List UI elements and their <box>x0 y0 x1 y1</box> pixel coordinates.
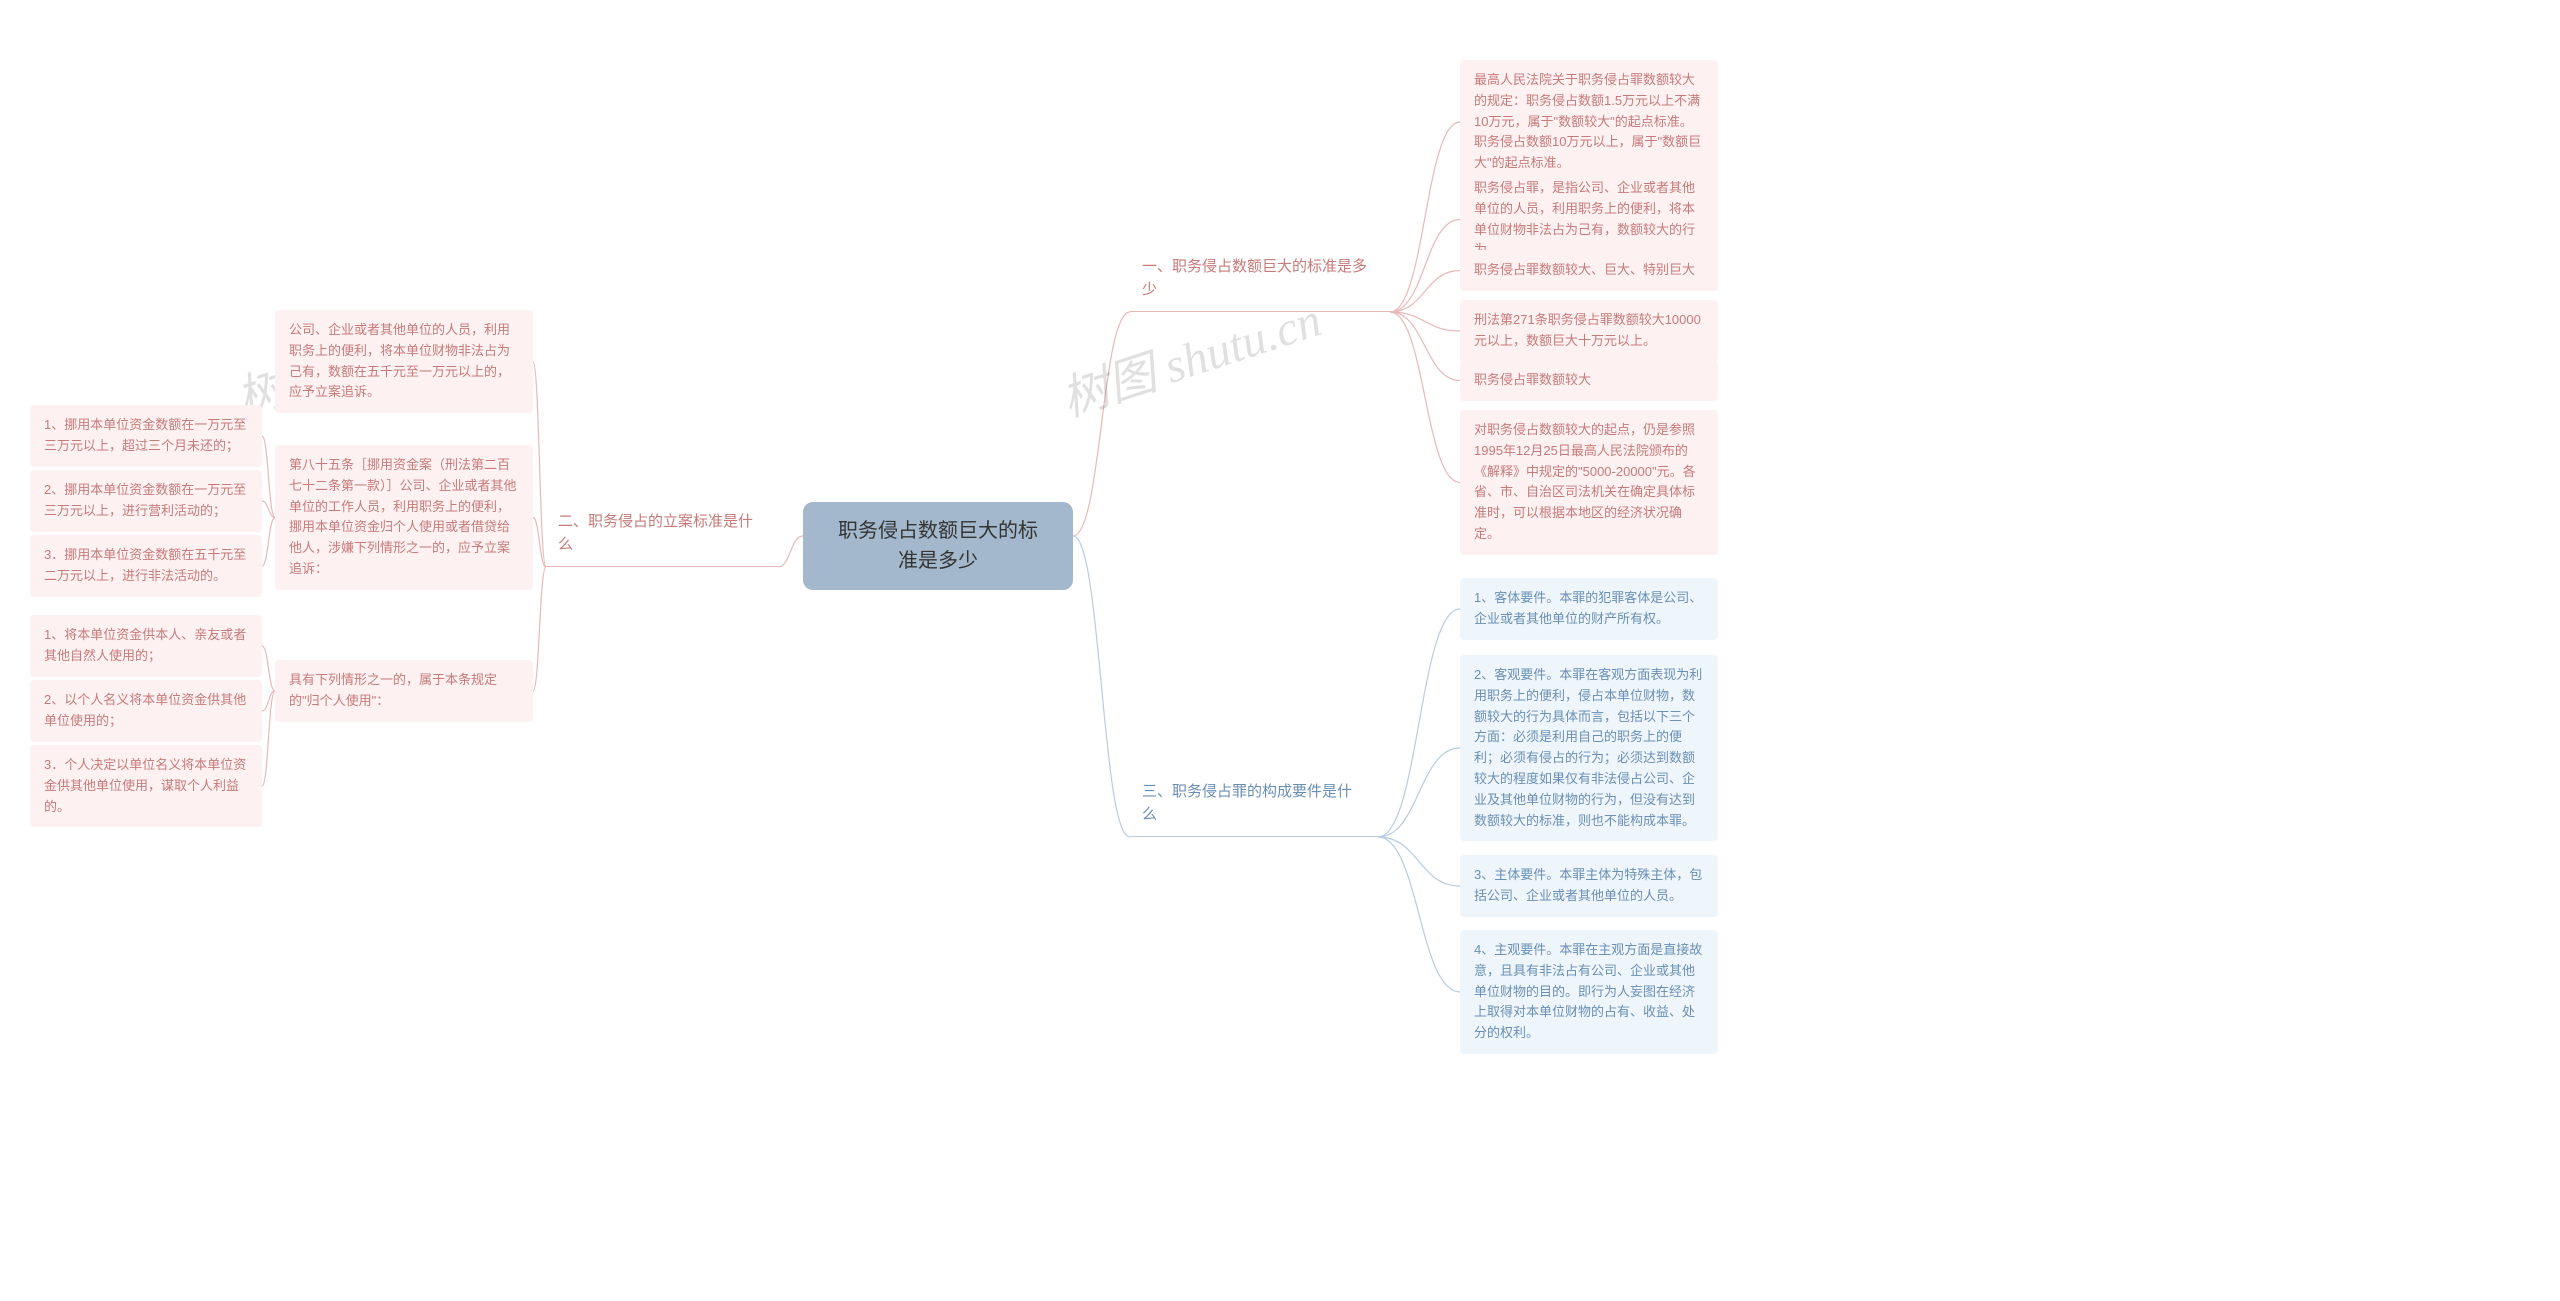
leaf-b3-2: 3、主体要件。本罪主体为特殊主体，包括公司、企业或者其他单位的人员。 <box>1460 855 1718 917</box>
subleaf-b2-1-2: 3．挪用本单位资金数额在五千元至二万元以上，进行非法活动的。 <box>30 535 262 597</box>
subleaf-b2-2-1: 2、以个人名义将本单位资金供其他单位使用的； <box>30 680 262 742</box>
subleaf-b2-2-0: 1、将本单位资金供本人、亲友或者其他自然人使用的； <box>30 615 262 677</box>
branch-b2: 二、职务侵占的立案标准是什么 <box>546 505 778 567</box>
subleaf-b2-2-2: 3．个人决定以单位名义将本单位资金供其他单位使用，谋取个人利益的。 <box>30 745 262 827</box>
branch-b3: 三、职务侵占罪的构成要件是什么 <box>1130 775 1378 837</box>
leaf-b3-3: 4、主观要件。本罪在主观方面是直接故意，且具有非法占有公司、企业或其他单位财物的… <box>1460 930 1718 1054</box>
leaf-b1-5: 对职务侵占数额较大的起点，仍是参照1995年12月25日最高人民法院颁布的《解释… <box>1460 410 1718 555</box>
root-node: 职务侵占数额巨大的标准是多少 <box>803 502 1073 590</box>
leaf-b2-2: 具有下列情形之一的，属于本条规定的"归个人使用"： <box>275 660 533 722</box>
leaf-b2-1: 第八十五条［挪用资金案（刑法第二百七十二条第一款）］公司、企业或者其他单位的工作… <box>275 445 533 590</box>
leaf-b3-0: 1、客体要件。本罪的犯罪客体是公司、企业或者其他单位的财产所有权。 <box>1460 578 1718 640</box>
leaf-b2-0: 公司、企业或者其他单位的人员，利用职务上的便利，将本单位财物非法占为己有，数额在… <box>275 310 533 413</box>
leaf-b1-3: 刑法第271条职务侵占罪数额较大10000元以上，数额巨大十万元以上。 <box>1460 300 1718 362</box>
subleaf-b2-1-1: 2、挪用本单位资金数额在一万元至三万元以上，进行营利活动的； <box>30 470 262 532</box>
leaf-b1-2: 职务侵占罪数额较大、巨大、特别巨大 <box>1460 250 1718 291</box>
branch-b1: 一、职务侵占数额巨大的标准是多少 <box>1130 250 1390 312</box>
subleaf-b2-1-0: 1、挪用本单位资金数额在一万元至三万元以上，超过三个月未还的； <box>30 405 262 467</box>
leaf-b1-4: 职务侵占罪数额较大 <box>1460 360 1718 401</box>
leaf-b3-1: 2、客观要件。本罪在客观方面表现为利用职务上的便利，侵占本单位财物，数额较大的行… <box>1460 655 1718 841</box>
connector-layer <box>0 0 2560 1301</box>
leaf-b1-0: 最高人民法院关于职务侵占罪数额较大的规定：职务侵占数额1.5万元以上不满10万元… <box>1460 60 1718 184</box>
